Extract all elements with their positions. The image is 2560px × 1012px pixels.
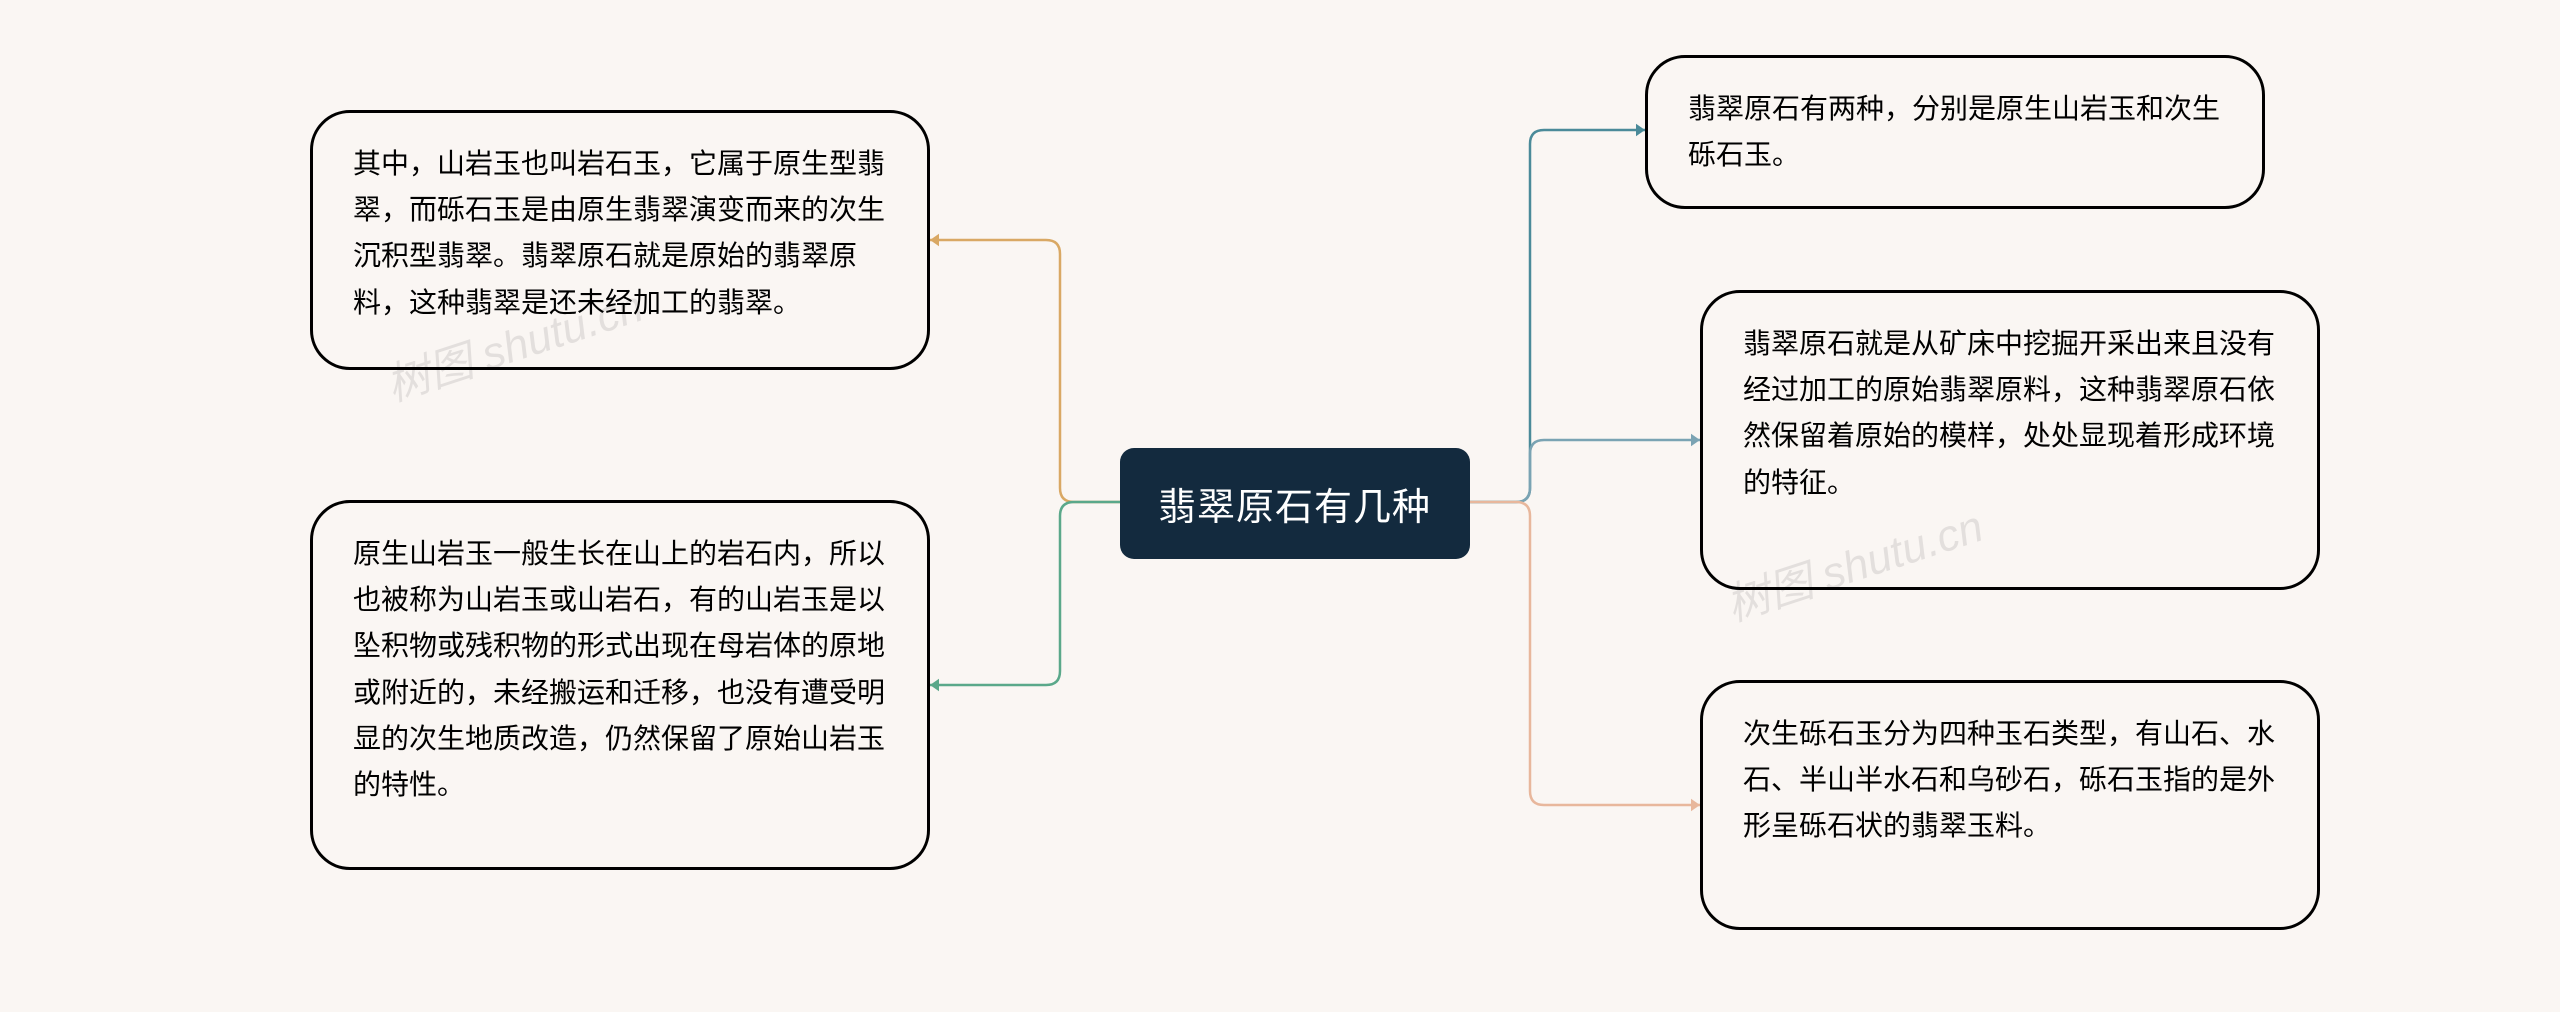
right-node-2[interactable]: 翡翠原石就是从矿床中挖掘开采出来且没有经过加工的原始翡翠原料，这种翡翠原石依然保…	[1700, 290, 2320, 590]
right-node-3-text: 次生砾石玉分为四种玉石类型，有山石、水石、半山半水石和乌砂石，砾石玉指的是外形呈…	[1743, 718, 2275, 841]
center-node[interactable]: 翡翠原石有几种	[1120, 448, 1470, 559]
right-node-1[interactable]: 翡翠原石有两种，分别是原生山岩玉和次生砾石玉。	[1645, 55, 2265, 209]
left-node-2-text: 原生山岩玉一般生长在山上的岩石内，所以也被称为山岩玉或山岩石，有的山岩玉是以坠积…	[353, 538, 885, 800]
left-node-1-text: 其中，山岩玉也叫岩石玉，它属于原生型翡翠，而砾石玉是由原生翡翠演变而来的次生沉积…	[353, 148, 885, 318]
right-node-3[interactable]: 次生砾石玉分为四种玉石类型，有山石、水石、半山半水石和乌砂石，砾石玉指的是外形呈…	[1700, 680, 2320, 930]
right-node-2-text: 翡翠原石就是从矿床中挖掘开采出来且没有经过加工的原始翡翠原料，这种翡翠原石依然保…	[1743, 328, 2275, 498]
mindmap-canvas: 翡翠原石有几种 其中，山岩玉也叫岩石玉，它属于原生型翡翠，而砾石玉是由原生翡翠演…	[0, 0, 2560, 1012]
right-node-1-text: 翡翠原石有两种，分别是原生山岩玉和次生砾石玉。	[1688, 93, 2220, 170]
left-node-2[interactable]: 原生山岩玉一般生长在山上的岩石内，所以也被称为山岩玉或山岩石，有的山岩玉是以坠积…	[310, 500, 930, 870]
left-node-1[interactable]: 其中，山岩玉也叫岩石玉，它属于原生型翡翠，而砾石玉是由原生翡翠演变而来的次生沉积…	[310, 110, 930, 370]
